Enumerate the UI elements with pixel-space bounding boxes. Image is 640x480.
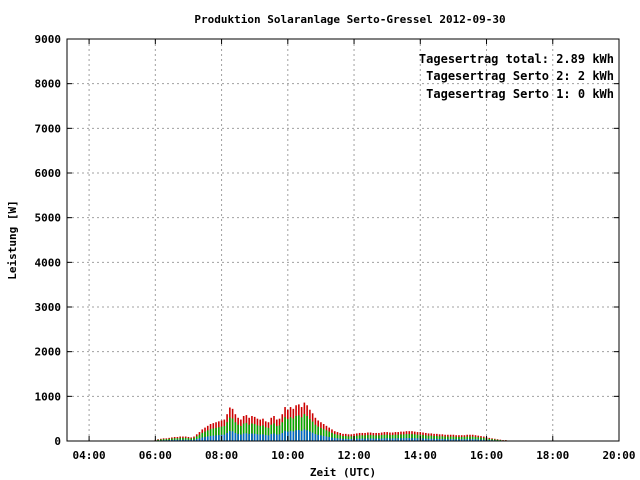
x-tick-label: 18:00 (536, 449, 569, 462)
y-tick-label: 2000 (35, 346, 62, 359)
chart-title: Produktion Solaranlage Serto-Gressel 201… (194, 13, 505, 26)
x-tick-label: 14:00 (404, 449, 437, 462)
y-axis-ticks: 0 1000 2000 3000 4000 5000 6000 7000 8000 9000 (35, 33, 619, 448)
x-tick-label: 06:00 (139, 449, 172, 462)
y-tick-label: 0 (54, 435, 61, 448)
y-tick-label: 6000 (35, 167, 62, 180)
x-axis-ticks: 04:00 06:00 08:00 10:00 12:00 14:00 16:00 18:00… (73, 39, 636, 462)
y-tick-label: 9000 (35, 33, 62, 46)
grid-lines (67, 39, 619, 441)
x-tick-label: 12:00 (337, 449, 370, 462)
y-tick-label: 3000 (35, 301, 62, 314)
x-tick-label: 16:00 (470, 449, 503, 462)
y-tick-label: 1000 (35, 390, 62, 403)
y-tick-label: 7000 (35, 122, 62, 135)
y-tick-label: 4000 (35, 256, 62, 269)
y-tick-label: 8000 (35, 78, 62, 91)
legend: Tagesertrag total: 2.89 kWh Tagesertrag … (419, 52, 614, 101)
x-tick-label: 10:00 (271, 449, 304, 462)
plot-frame (66, 38, 620, 442)
x-tick-label: 08:00 (205, 449, 238, 462)
x-tick-label: 20:00 (602, 449, 635, 462)
y-axis-label: Leistung [W] (6, 200, 19, 279)
x-axis-label: Zeit (UTC) (310, 466, 376, 479)
legend-item-serto2: Tagesertrag Serto 2: 2 kWh (426, 69, 614, 83)
y-tick-label: 5000 (35, 212, 62, 225)
legend-item-serto1: Tagesertrag Serto 1: 0 kWh (426, 87, 614, 101)
x-tick-label: 04:00 (73, 449, 106, 462)
legend-item-total: Tagesertrag total: 2.89 kWh (419, 52, 614, 66)
